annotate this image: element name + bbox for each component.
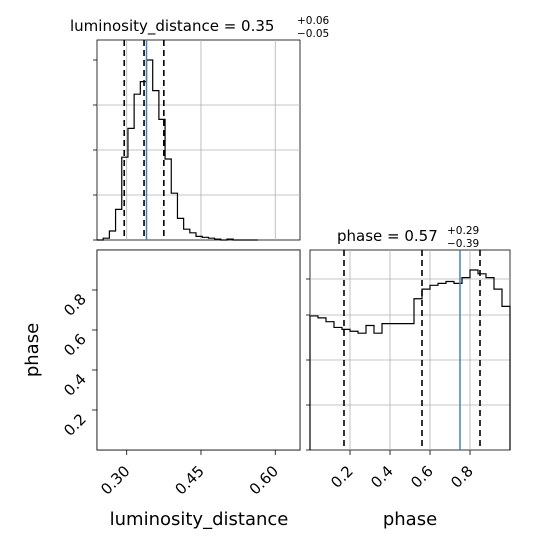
x-axis-label-luminosity-distance: luminosity_distance	[110, 509, 289, 530]
phase-histogram-step	[309, 269, 511, 450]
phase-quantile-lines	[343, 250, 481, 450]
x-axis-label-phase: phase	[383, 509, 437, 530]
ld-x-ticks: 0.30 0.45 0.60	[97, 450, 282, 498]
phase-title-lower: −0.39	[447, 238, 479, 250]
phase-histogram-yticks	[306, 278, 310, 451]
ld-histogram-yticks	[93, 59, 97, 241]
phase-y-ticks: 0.2 0.4 0.6 0.8	[60, 289, 97, 440]
phase-ytick-label-1: 0.4	[60, 370, 90, 400]
ld-histogram-panel: luminosity_distance = 0.35 +0.06 −0.05	[70, 15, 329, 241]
joint-scatter-point	[78, 401, 80, 403]
ld-title-upper: +0.06	[297, 15, 329, 27]
ld-quantile-lines	[123, 40, 165, 240]
ld-title: luminosity_distance = 0.35	[70, 17, 274, 36]
phase-xtick-label-0: 0.2	[327, 462, 357, 492]
joint-frame-outline	[96, 249, 301, 451]
phase-ytick-label-0: 0.2	[60, 410, 90, 440]
phase-xtick-label-2: 0.6	[407, 462, 437, 492]
joint-panel	[78, 249, 301, 451]
phase-xtick-label-1: 0.4	[367, 462, 397, 492]
ld-title-lower: −0.05	[297, 28, 329, 40]
phase-histogram-panel: phase = 0.57 +0.29 −0.39	[306, 225, 511, 451]
ld-xtick-label-1: 0.45	[171, 462, 207, 498]
ld-xtick-label-0: 0.30	[97, 462, 133, 498]
ld-histogram-grid	[97, 40, 300, 240]
phase-ytick-label-2: 0.6	[60, 330, 90, 360]
phase-x-ticks: 0.2 0.4 0.6 0.8	[327, 450, 477, 492]
ld-xtick-label-2: 0.60	[246, 462, 282, 498]
phase-title: phase = 0.57	[337, 227, 438, 245]
ld-histogram-frame	[96, 39, 301, 241]
phase-title-upper: +0.29	[447, 225, 479, 237]
y-axis-label-phase: phase	[22, 323, 43, 377]
ld-histogram-step	[97, 59, 258, 241]
phase-xtick-label-3: 0.8	[447, 462, 477, 492]
phase-ytick-label-3: 0.8	[60, 290, 90, 320]
